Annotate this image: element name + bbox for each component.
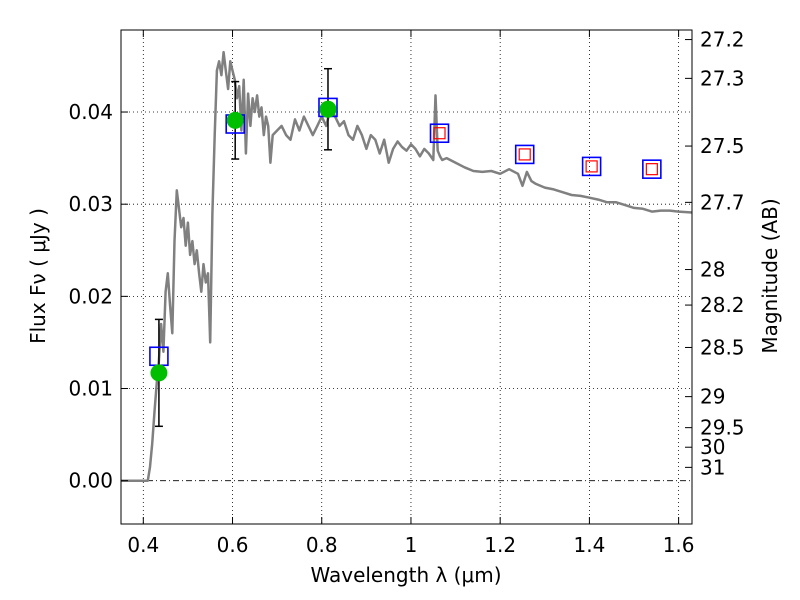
y-axis-ticks: 0.00 0.01 0.02 0.03 0.04	[68, 100, 128, 493]
x-axis-label: Wavelength λ (μm)	[310, 563, 501, 587]
magnitude-tick-label: 29	[700, 385, 725, 409]
y-axis-label: Flux Fν ( μJy )	[26, 208, 50, 344]
model-spectrum-group	[121, 50, 693, 482]
model-spectrum-line	[121, 50, 693, 482]
magnitude-tick-label: 28.2	[700, 293, 745, 317]
blue-square-marker	[429, 123, 450, 144]
plot-frame-group	[120, 29, 693, 525]
magnitude-axis-label: Magnitude (AB)	[758, 198, 782, 353]
x-axis-ticks: 0.4 0.6 0.8 1 1.2 1.4 1.6	[127, 30, 695, 557]
red-squares-group	[433, 127, 658, 176]
observed-flux-point	[226, 111, 244, 129]
x-tick-label: 1.6	[663, 533, 695, 557]
magnitude-tick-label: 27.2	[700, 28, 745, 52]
x-tick-label: 0.4	[127, 533, 159, 557]
magnitude-tick-label: 27.7	[700, 190, 745, 214]
observed-flux-point	[150, 364, 168, 382]
y-tick-label: 0.02	[68, 284, 113, 308]
observed-flux-point	[319, 100, 337, 118]
red-square-marker	[518, 148, 531, 161]
x-tick-label: 0.6	[217, 533, 249, 557]
y-tick-label: 0.01	[68, 377, 113, 401]
magnitude-tick-label: 29.5	[700, 416, 745, 440]
x-tick-label: 0.8	[306, 533, 338, 557]
observed-points-group	[150, 100, 337, 382]
x-tick-label: 1.2	[484, 533, 516, 557]
red-square-marker	[433, 127, 446, 140]
plot-frame	[120, 29, 693, 525]
blue-square-marker	[581, 156, 602, 177]
y-tick-label: 0.03	[68, 192, 113, 216]
x-tick-label: 1.4	[573, 533, 605, 557]
magnitude-tick-label: 31	[700, 455, 725, 479]
y-tick-label: 0.04	[68, 100, 113, 124]
red-square-marker	[645, 163, 658, 176]
red-square-marker	[585, 160, 598, 173]
magnitude-tick-label: 27.3	[700, 66, 745, 90]
magnitude-tick-label: 28.5	[700, 335, 745, 359]
magnitude-tick-label: 28	[700, 258, 725, 282]
blue-square-marker	[514, 144, 535, 165]
blue-square-marker	[642, 159, 662, 179]
magnitude-tick-label: 30	[700, 435, 725, 459]
magnitude-tick-label: 27.5	[700, 134, 745, 158]
y-tick-label: 0.00	[68, 469, 113, 493]
x-tick-label: 1	[405, 533, 418, 557]
